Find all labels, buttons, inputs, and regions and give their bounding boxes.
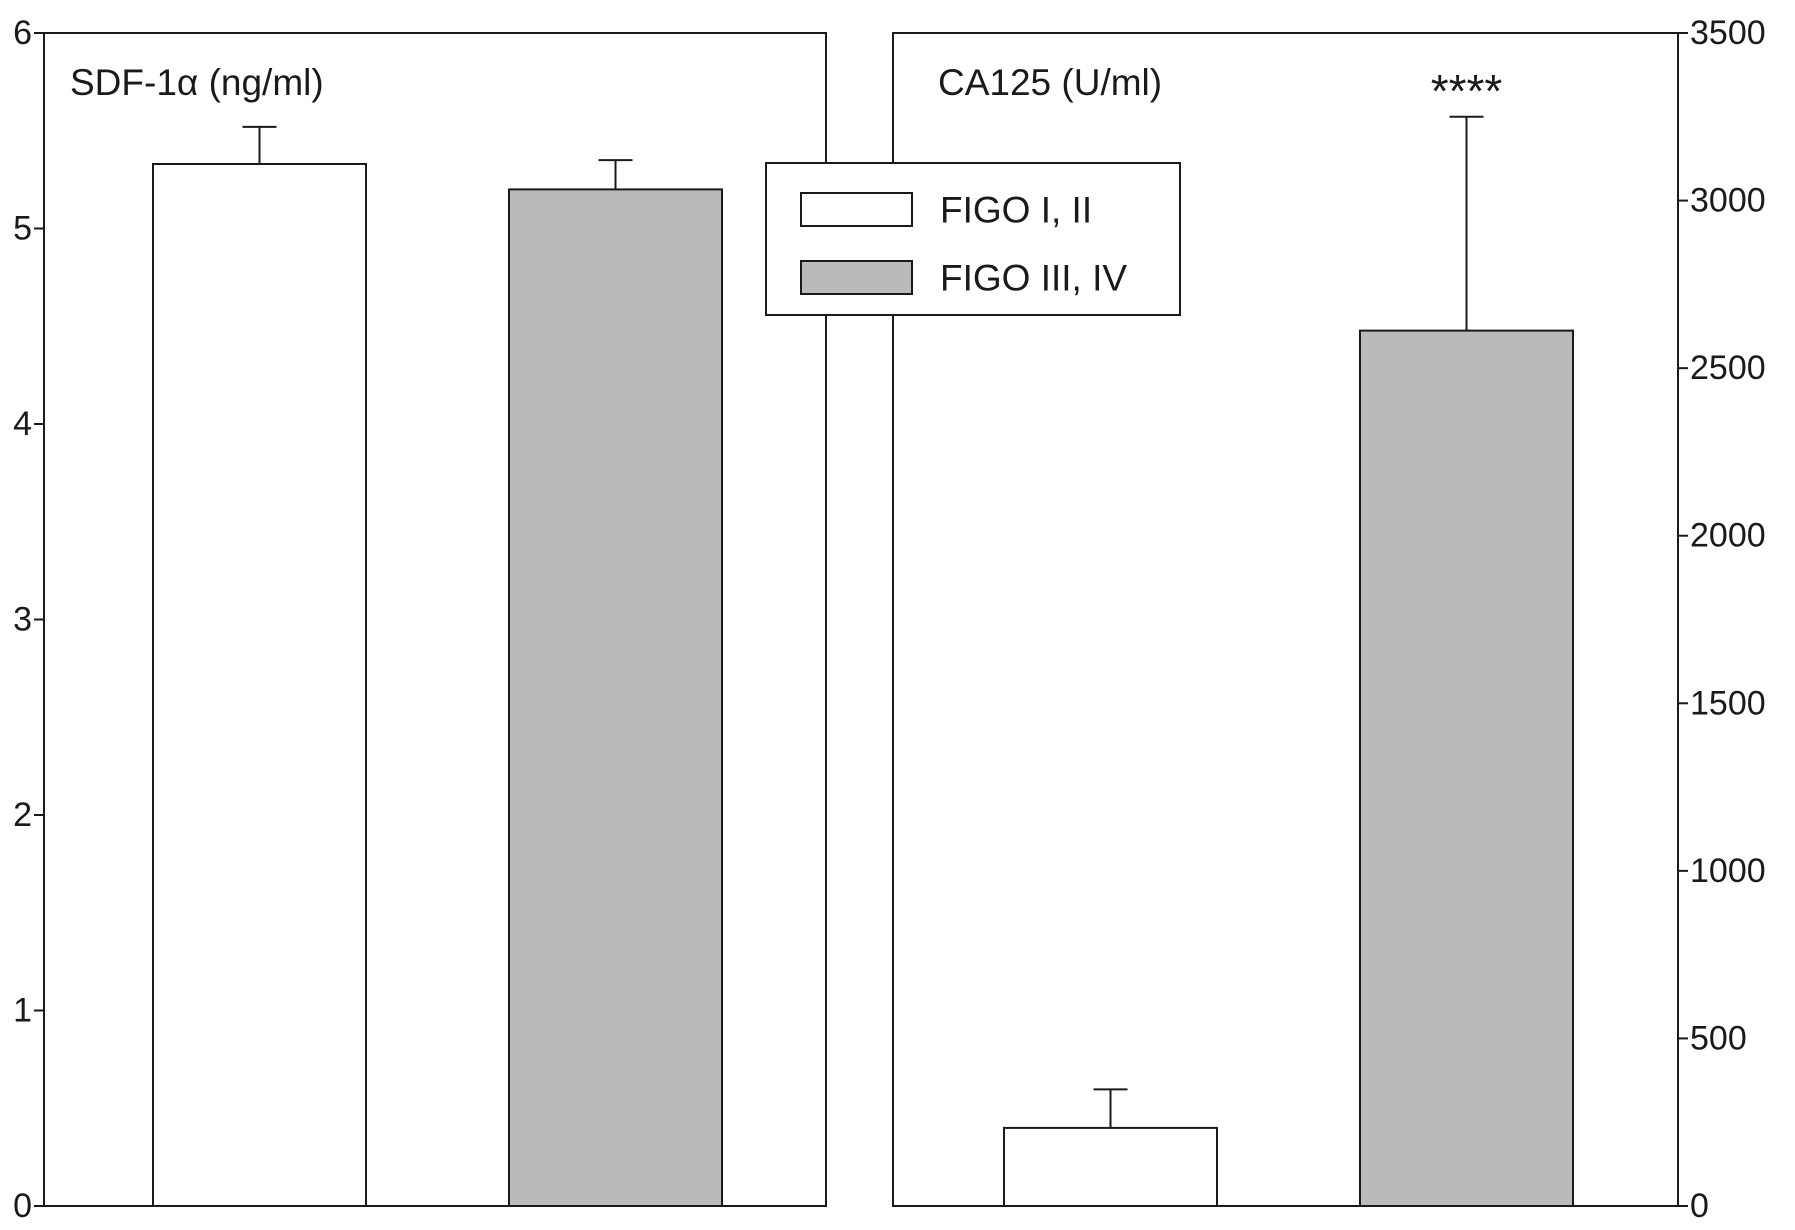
sdf1a-panel: 0 1 2 3 4 5 6 SDF-1α (ng/ml): [13, 14, 827, 1225]
y-tick-label: 3000: [1690, 182, 1766, 220]
significance-marker: ****: [1431, 65, 1503, 117]
y-tick-label: 1000: [1690, 852, 1766, 890]
legend-swatch: [800, 192, 913, 227]
legend: FIGO I, II FIGO III, IV: [765, 162, 1181, 316]
y-tick-label: 1500: [1690, 684, 1766, 722]
y-tick-label: 2000: [1690, 517, 1766, 555]
y-tick-label: 2: [13, 796, 32, 834]
y-tick-label: 4: [13, 405, 32, 443]
bar-figo-iii-iv: [1359, 329, 1574, 1207]
y-tick-label: 5: [13, 210, 32, 248]
y-tick-label: 500: [1690, 1019, 1747, 1057]
bar-figo-iii-iv: [508, 188, 723, 1207]
legend-label: FIGO III, IV: [940, 258, 1127, 299]
panel-title: CA125 (U/ml): [938, 62, 1162, 103]
legend-swatch: [800, 260, 913, 295]
y-tick-label: 3500: [1690, 14, 1766, 52]
panel-title: SDF-1α (ng/ml): [70, 62, 324, 103]
y-tick-label: 0: [1690, 1187, 1709, 1225]
ca125-panel: **** 0 500 1000 1500 2000 2500 3000 3500 CA125 (U…: [892, 14, 1766, 1225]
bar-figo-i-ii: [1003, 1126, 1218, 1208]
legend-label: FIGO I, II: [940, 190, 1092, 231]
y-tick-label: 2500: [1690, 349, 1766, 387]
plot-frame: [892, 32, 1679, 1207]
y-tick-label: 3: [13, 601, 32, 639]
y-tick-label: 1: [13, 992, 32, 1030]
y-tick-label: 0: [13, 1187, 32, 1225]
y-tick-label: 6: [13, 14, 32, 52]
bar-figo-i-ii: [152, 162, 367, 1208]
